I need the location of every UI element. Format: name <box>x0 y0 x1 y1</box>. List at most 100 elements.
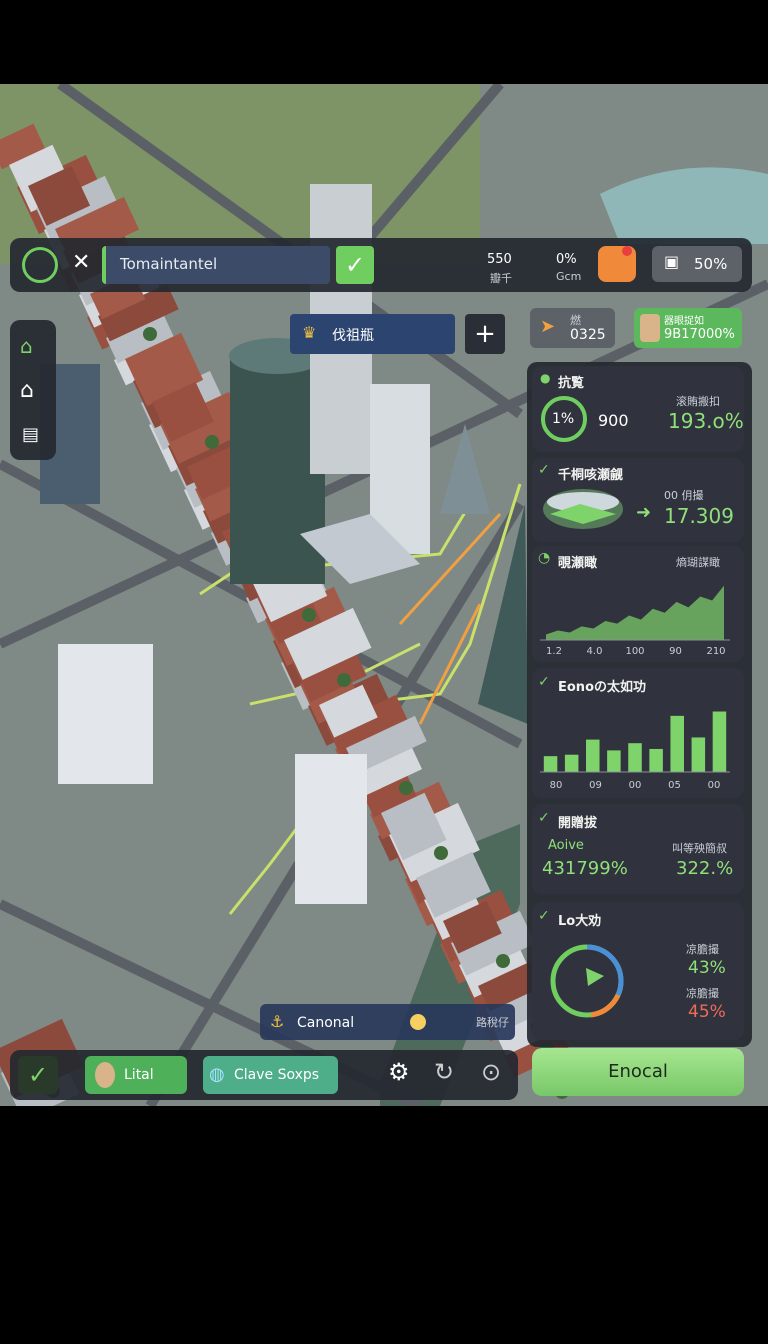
confirm-button[interactable]: ✓ <box>336 246 374 284</box>
tree <box>143 327 157 341</box>
bar <box>712 711 727 772</box>
alert-dot <box>622 246 632 256</box>
building <box>152 381 215 442</box>
building <box>416 851 491 918</box>
card-title: 開贈拔 <box>558 816 598 831</box>
bar <box>607 750 621 772</box>
stat-label: 瓣千 <box>490 272 512 285</box>
active-value: 322.% <box>676 858 734 879</box>
bar <box>670 715 684 772</box>
primary-button[interactable]: Enocal <box>532 1048 744 1096</box>
terrain-label: 00 仴撮 <box>664 489 704 502</box>
location-text: 伐祖瓶 <box>332 328 374 344</box>
tree <box>337 673 351 687</box>
towers <box>40 184 528 904</box>
area-chart: 1.2 4.0 100 90 210 <box>540 585 730 657</box>
bar <box>628 743 642 772</box>
tool-icon[interactable]: ▤ <box>22 424 40 445</box>
profile-label: 器眼捉如 <box>664 316 704 327</box>
bar <box>543 756 558 772</box>
ring-text: 1% <box>552 411 575 427</box>
cycle-card <box>532 902 744 1040</box>
avatar <box>95 1062 115 1088</box>
game-scene: ✕ Tomaintantel ✓ 550 瓣千 0% Gcm 50% ▣ ⌂ ⌂… <box>0 84 768 1106</box>
x-tick-label: 00 <box>708 780 721 791</box>
action-button[interactable] <box>203 1056 338 1094</box>
tower <box>230 354 325 584</box>
badge-icon: ▣ <box>664 252 680 271</box>
status-light <box>410 1014 426 1030</box>
arrow: ➜ <box>636 502 652 523</box>
tree <box>399 781 413 795</box>
dot: ● <box>540 371 551 385</box>
search-text: Tomaintantel <box>120 255 218 273</box>
status-note: 路稅仔 <box>476 1016 509 1029</box>
building <box>451 910 536 976</box>
refresh-icon[interactable]: ↻ <box>434 1058 455 1086</box>
counter-chip[interactable] <box>530 308 615 348</box>
cycle-label: 凉膽撮 <box>686 987 719 1000</box>
button-text: Lital <box>124 1067 154 1083</box>
tree <box>302 608 316 622</box>
home-icon[interactable]: ⌂ <box>20 378 34 403</box>
x-tick-label: 09 <box>589 780 602 791</box>
bar <box>691 737 706 772</box>
badge[interactable] <box>652 246 742 282</box>
tower <box>295 754 367 904</box>
cycle-label: 凉膽撮 <box>686 943 719 956</box>
stat-value: 550 <box>487 252 512 267</box>
gauge-label: 滚賄搬扣 <box>676 395 720 408</box>
cycle-value: 43% <box>688 958 726 978</box>
check-button[interactable]: ✓ <box>18 1056 58 1094</box>
building <box>27 165 91 226</box>
card-title: Lo大劝 <box>558 914 602 929</box>
check-icon: ◔ <box>538 550 551 566</box>
card-title: 抗覧 <box>558 376 585 391</box>
check-icon: ✓ <box>538 674 550 690</box>
active-value: 431799% <box>542 858 628 879</box>
close-icon[interactable]: ✕ <box>72 250 91 275</box>
card-title: 覗瀬瞰 <box>558 556 598 571</box>
bar <box>586 739 600 772</box>
logo[interactable] <box>22 247 58 283</box>
active-label: 叫等殃簡叔 <box>672 842 727 855</box>
trend-label: 熵瑚謀瞰 <box>676 556 720 569</box>
x-tick-label: 00 <box>629 780 642 791</box>
building <box>284 607 372 680</box>
settings-icon[interactable]: ⚙ <box>388 1058 410 1086</box>
tool-icon[interactable]: ⌂ <box>20 334 33 358</box>
bar <box>564 754 579 772</box>
x-tick-label: 100 <box>625 646 644 657</box>
lake <box>600 167 768 244</box>
counter-icon: ➤ <box>540 316 556 337</box>
x-tick-label: 90 <box>669 646 682 657</box>
check-icon: ✓ <box>538 810 550 826</box>
check-icon: ✓ <box>538 462 550 478</box>
gauge-value: 900 <box>598 411 629 430</box>
ring <box>541 396 587 442</box>
building <box>319 684 378 738</box>
building <box>443 900 502 954</box>
active-label: Aoive <box>548 838 584 853</box>
counter-label: 燃 <box>570 314 581 327</box>
globe-icon: ◍ <box>209 1064 225 1085</box>
help-icon[interactable]: ⊙ <box>481 1058 502 1086</box>
profile-value: 9B17000% <box>664 327 735 342</box>
tower <box>478 504 528 724</box>
x-tick-label: 05 <box>668 780 681 791</box>
building <box>106 311 175 364</box>
terrain-value: 17.309 <box>664 504 734 528</box>
active-card <box>532 804 744 894</box>
x-tick-label: 4.0 <box>587 646 603 657</box>
tree <box>496 954 510 968</box>
spire <box>440 424 490 514</box>
add-button[interactable]: + <box>465 314 505 354</box>
avatar <box>640 314 660 342</box>
location-pill[interactable] <box>290 314 455 354</box>
terrain-icon <box>543 489 623 529</box>
building <box>159 391 248 464</box>
search-field[interactable] <box>102 246 330 284</box>
x-tick-label: 1.2 <box>546 646 562 657</box>
tower <box>58 644 153 784</box>
tool-column <box>10 320 56 460</box>
